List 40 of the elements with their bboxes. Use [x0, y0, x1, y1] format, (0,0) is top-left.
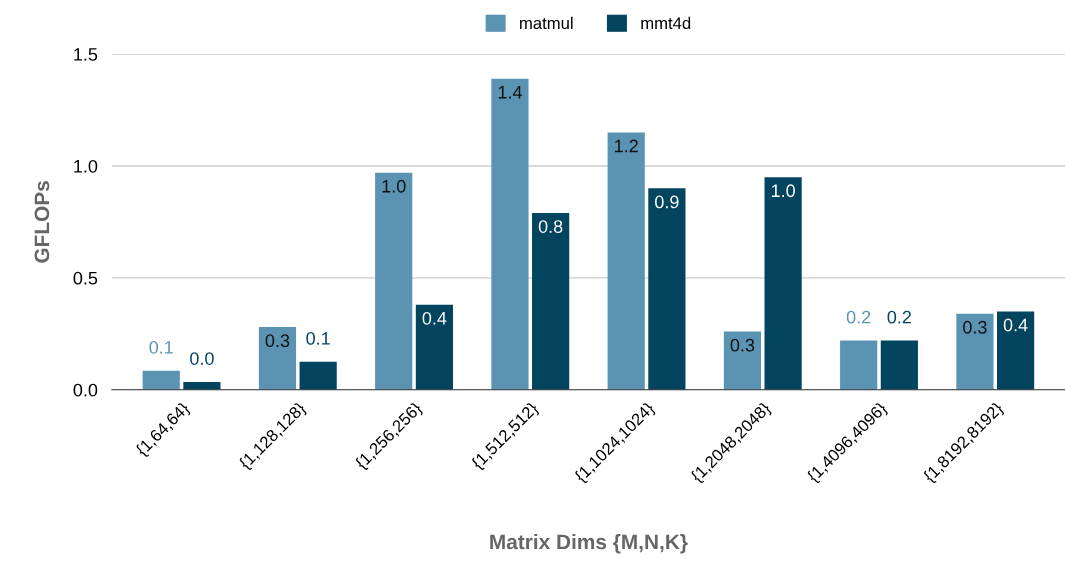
data-label: 0.0 [190, 352, 214, 365]
bar [607, 132, 645, 390]
data-label: 0.1 [306, 332, 330, 345]
bar [956, 313, 994, 390]
y-tick-label: 0.5 [73, 271, 98, 285]
y-tick-label: 1.0 [74, 159, 98, 173]
data-label: 0.4 [1003, 318, 1028, 332]
legend-label: mmt4d [641, 16, 691, 30]
data-label: 0.3 [730, 338, 755, 352]
data-label: 1.2 [615, 139, 638, 153]
y-tick-label: 1.5 [74, 48, 98, 61]
bar [648, 188, 686, 390]
bar [299, 361, 337, 390]
data-label: 0.2 [846, 310, 871, 324]
data-label: 0.2 [887, 310, 911, 324]
bar [258, 327, 297, 390]
bar [491, 78, 529, 390]
bar [183, 381, 221, 390]
data-label: 0.3 [265, 334, 290, 348]
bar [840, 340, 878, 390]
y-tick-label: 0.0 [73, 383, 98, 397]
bar [375, 172, 413, 390]
bar [764, 177, 802, 390]
data-label: 1.0 [771, 184, 795, 198]
data-label: 0.1 [149, 340, 173, 354]
y-axis-title: GFLOPs [34, 181, 50, 263]
data-label: 1.4 [498, 86, 522, 99]
x-axis-title: Matrix Dims {M,N,K} [490, 533, 688, 554]
bar [415, 304, 453, 390]
bar [997, 311, 1035, 390]
bar [723, 331, 762, 390]
data-label: 0.3 [963, 320, 987, 334]
bar [142, 370, 180, 390]
data-label: 1.0 [382, 179, 406, 193]
legend-label: matmul [520, 16, 573, 30]
bar [532, 212, 570, 390]
data-label: 0.4 [422, 311, 447, 325]
data-label: 0.8 [538, 220, 563, 233]
data-label: 0.9 [655, 195, 679, 209]
bar [880, 340, 918, 390]
